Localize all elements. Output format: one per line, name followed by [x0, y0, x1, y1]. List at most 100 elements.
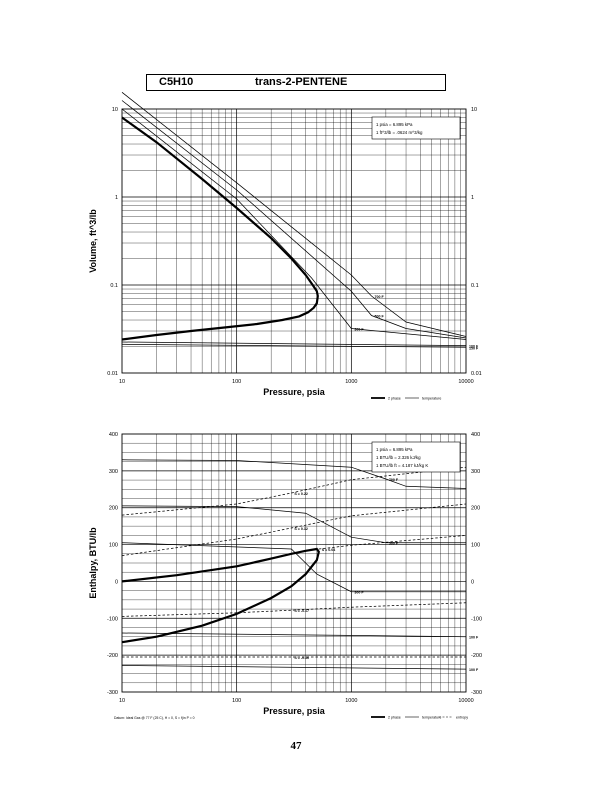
- y-axis-label: Enthalpy, BTU/lb: [88, 527, 98, 599]
- series-group: [121, 459, 467, 670]
- curve-label: S = -0.17: [294, 609, 309, 613]
- curve-label-text: 500 F: [389, 542, 399, 546]
- bottom-legend: 2 phase temperature entropy: [371, 716, 468, 720]
- plot-frame: [121, 433, 467, 693]
- grid: [122, 109, 466, 373]
- y-tick-label-left: 300: [109, 469, 118, 475]
- series-line-500-f: [121, 100, 467, 339]
- plot-frame: [121, 108, 467, 374]
- curve-label: S = 0.12: [294, 527, 308, 531]
- y-tick-label-right: 100: [471, 543, 480, 549]
- curve-label-text: 100 F: [469, 345, 479, 349]
- y-tick-label-left: -200: [107, 653, 118, 659]
- bottom-legend: 2 phase temperature: [371, 397, 441, 401]
- y-tick-label-left: 400: [109, 432, 118, 438]
- legend-box-line: 1 psia = 6.895 kPa: [376, 447, 413, 452]
- legend-label-2-phase: 2 phase: [388, 397, 401, 401]
- curve-label: 150 F: [469, 346, 479, 350]
- series-line-700-f: [121, 459, 467, 489]
- series-line-s-0-12: [121, 503, 467, 556]
- x-tick-label: 100: [232, 379, 241, 385]
- grid: [122, 434, 466, 692]
- y-axis-label: Volume, ft^3/lb: [88, 209, 98, 273]
- curve-label: 100 F: [469, 345, 479, 349]
- y-tick-label-right: 200: [471, 506, 480, 512]
- curve-label: 300 F: [354, 591, 364, 595]
- curve-label: 700 F: [375, 295, 385, 299]
- curve-label-text: 300 F: [354, 591, 364, 595]
- series-line-100-f: [121, 632, 467, 638]
- y-tick-label-right: -300: [471, 690, 482, 696]
- x-tick-label: 1000: [345, 698, 357, 704]
- legend-box-line: 1 BTU/lb ft = 4.187 kJ/kg K: [376, 463, 428, 468]
- y-tick-label-right: 0: [471, 579, 474, 585]
- x-tick-label: 10000: [458, 379, 473, 385]
- legend-box-line: 1 psia = 6.895 kPa: [376, 122, 413, 127]
- legend-label-2-phase: 2 phase: [388, 716, 401, 720]
- series-line-2-phase: [121, 116, 319, 341]
- curve-label-text: 500 F: [375, 315, 385, 319]
- series-line-150-f: [121, 343, 467, 348]
- curve-label-text: 100 F: [469, 636, 479, 640]
- series-line-500-f: [121, 505, 466, 544]
- legend-label-temperature: temperature: [422, 716, 441, 720]
- y-tick-label-right: 400: [471, 432, 480, 438]
- y-tick-label-right: 300: [471, 469, 480, 475]
- curve-label-text: S = 0.12: [294, 527, 308, 531]
- curve-label: 100 F: [469, 668, 479, 672]
- curve-label-text: 100 F: [469, 668, 479, 672]
- y-tick-label-right: 0.01: [471, 371, 482, 377]
- x-tick-label: 10: [119, 379, 125, 385]
- series-line-100-f: [121, 665, 467, 670]
- y-tick-label-left: 200: [109, 506, 118, 512]
- enthalpy-pressure-chart: 10 100 1000 10000-300-200-1000100200300400-…: [88, 432, 482, 720]
- y-tick-label-right: -100: [471, 616, 482, 622]
- series-line-300-f: [121, 542, 466, 593]
- datum-footnote: Datum: Ideal Gas @ 77 F (25 C), H = 0, S…: [114, 716, 195, 720]
- x-tick-label: 1000: [345, 379, 357, 385]
- x-tick-label: 10000: [458, 698, 473, 704]
- curve-label: S = -0.36: [294, 656, 309, 660]
- curve-label: 300 F: [354, 328, 364, 332]
- series-line-700-f: [121, 92, 467, 337]
- legend-box-line: 1 ft^3/lb = .0624 m^3/kg: [376, 130, 423, 135]
- curve-label-text: 300 F: [354, 328, 364, 332]
- y-tick-label-left: -100: [107, 616, 118, 622]
- curve-label: 700 F: [389, 478, 399, 482]
- legend-box-line: 1 BTU/lb = 2.326 kJ/kg: [376, 455, 421, 460]
- series-line-s-0-22: [121, 466, 467, 516]
- legend-label-temperature: temperature: [422, 397, 441, 401]
- y-tick-label-right: 0.1: [471, 283, 479, 289]
- curve-label: 500 F: [375, 315, 385, 319]
- x-tick-label: 10: [119, 698, 125, 704]
- y-tick-label-left: 10: [112, 107, 118, 113]
- y-tick-label-left: 100: [109, 543, 118, 549]
- curve-label-text: S = 0.04: [322, 548, 336, 552]
- legend-box: [371, 441, 461, 473]
- y-tick-label-right: 1: [471, 195, 474, 201]
- y-tick-label-left: 0.01: [107, 371, 118, 377]
- series-line-s-0-04: [318, 535, 467, 550]
- curve-label: 100 F: [469, 636, 479, 640]
- curve-label-text: S = -0.17: [294, 609, 309, 613]
- curve-label: S = 0.22: [294, 492, 308, 496]
- y-tick-label-right: -200: [471, 653, 482, 659]
- volume-pressure-chart: 10 100 1000 100000.010.11100.010.1110Pressu…: [88, 92, 482, 401]
- curve-label-text: 700 F: [375, 295, 385, 299]
- legend-box: [371, 116, 461, 140]
- page-number: 47: [290, 740, 302, 752]
- chart-title-box: C5H10 trans-2-PENTENE: [146, 74, 446, 91]
- compound-name: trans-2-PENTENE: [255, 76, 348, 88]
- y-tick-label-left: 0: [115, 579, 118, 585]
- series-line-300-f: [121, 108, 467, 340]
- curve-label-text: S = -0.36: [294, 656, 309, 660]
- compound-formula: C5H10: [159, 76, 194, 88]
- x-tick-label: 100: [232, 698, 241, 704]
- curve-label: S = 0.04: [322, 548, 336, 552]
- y-tick-label-right: 10: [471, 107, 477, 113]
- x-axis-label: Pressure, psia: [263, 706, 326, 716]
- curve-label-text: 700 F: [389, 478, 399, 482]
- legend-label-entropy: entropy: [456, 716, 468, 720]
- series-group: [121, 92, 467, 348]
- curve-label-text: 150 F: [469, 346, 479, 350]
